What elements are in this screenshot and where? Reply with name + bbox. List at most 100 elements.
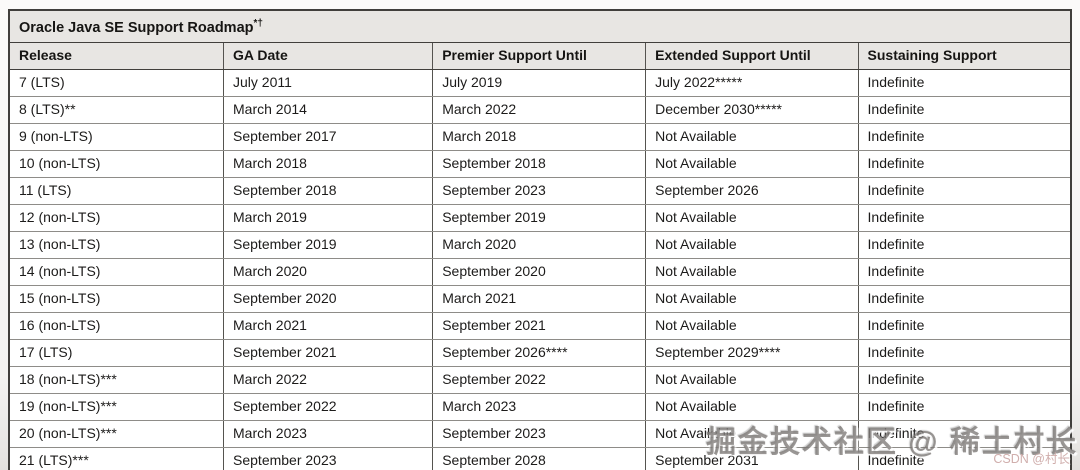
table-row: 7 (LTS) July 2011 July 2019 July 2022***** I… (8, 68, 1072, 97)
cell-extended-support-until: December 2030***** (645, 95, 859, 124)
cell-sustaining-support: Indefinite (857, 392, 1072, 421)
cell-release: 14 (non-LTS) (8, 257, 225, 286)
cell-ga-date: September 2022 (223, 392, 434, 421)
cell-premier-support-until: September 2028 (432, 446, 647, 470)
column-header-ga-date: GA Date (223, 41, 434, 70)
cell-ga-date: March 2019 (223, 203, 434, 232)
column-header-sustaining-support: Sustaining Support (857, 41, 1072, 70)
table-header-row: Release GA Date Premier Support Until Ex… (8, 41, 1072, 70)
cell-ga-date: March 2020 (223, 257, 434, 286)
table-row: 15 (non-LTS) September 2020 March 2021 Not … (8, 284, 1072, 313)
table-row: 19 (non-LTS)*** September 2022 March 2023 N… (8, 392, 1072, 421)
cell-release: 8 (LTS)** (8, 95, 225, 124)
cell-release: 15 (non-LTS) (8, 284, 225, 313)
table-row: 16 (non-LTS) March 2021 September 2021 Not … (8, 311, 1072, 340)
cell-extended-support-until: September 2026 (645, 176, 859, 205)
cell-premier-support-until: March 2022 (432, 95, 647, 124)
cell-ga-date: September 2023 (223, 446, 434, 470)
cell-sustaining-support: Indefinite (857, 419, 1072, 448)
cell-premier-support-until: September 2018 (432, 149, 647, 178)
table-row: 17 (LTS) September 2021 September 2026****… (8, 338, 1072, 367)
cell-extended-support-until: September 2029**** (645, 338, 859, 367)
cell-premier-support-until: July 2019 (432, 68, 647, 97)
cell-release: 11 (LTS) (8, 176, 225, 205)
cell-sustaining-support: Indefinite (857, 338, 1072, 367)
cell-sustaining-support: Indefinite (857, 230, 1072, 259)
table-title-row: Oracle Java SE Support Roadmap*† (8, 9, 1072, 43)
cell-premier-support-until: September 2020 (432, 257, 647, 286)
cell-extended-support-until: Not Available (645, 392, 859, 421)
cell-ga-date: September 2021 (223, 338, 434, 367)
cell-sustaining-support: Indefinite (857, 284, 1072, 313)
cell-ga-date: September 2019 (223, 230, 434, 259)
cell-premier-support-until: September 2022 (432, 365, 647, 394)
cell-premier-support-until: March 2021 (432, 284, 647, 313)
cell-release: 17 (LTS) (8, 338, 225, 367)
cell-premier-support-until: March 2018 (432, 122, 647, 151)
cell-premier-support-until: March 2020 (432, 230, 647, 259)
table-title-superscript: *† (253, 18, 263, 29)
cell-release: 18 (non-LTS)*** (8, 365, 225, 394)
cell-ga-date: September 2017 (223, 122, 434, 151)
cell-ga-date: March 2023 (223, 419, 434, 448)
cell-extended-support-until: Not Available (645, 230, 859, 259)
cell-extended-support-until: Not Available (645, 419, 859, 448)
column-header-release: Release (8, 41, 225, 70)
table-title-text: Oracle Java SE Support Roadmap (19, 19, 254, 36)
cell-extended-support-until: Not Available (645, 122, 859, 151)
cell-ga-date: July 2011 (223, 68, 434, 97)
cell-sustaining-support: Indefinite (857, 149, 1072, 178)
table-row: 14 (non-LTS) March 2020 September 2020 Not … (8, 257, 1072, 286)
table-row: 20 (non-LTS)*** March 2023 September 2023 N… (8, 419, 1072, 448)
cell-ga-date: March 2022 (223, 365, 434, 394)
table-title: Oracle Java SE Support Roadmap*† (8, 9, 1072, 43)
cell-sustaining-support: Indefinite (857, 95, 1072, 124)
cell-sustaining-support: Indefinite (857, 257, 1072, 286)
cell-sustaining-support: Indefinite (857, 203, 1072, 232)
cell-ga-date: March 2021 (223, 311, 434, 340)
cell-extended-support-until: Not Available (645, 149, 859, 178)
cell-release: 9 (non-LTS) (8, 122, 225, 151)
cell-ga-date: September 2018 (223, 176, 434, 205)
column-header-extended-support-until: Extended Support Until (645, 41, 859, 70)
cell-release: 19 (non-LTS)*** (8, 392, 225, 421)
cell-extended-support-until: September 2031 (645, 446, 859, 470)
cell-extended-support-until: Not Available (645, 365, 859, 394)
table-row: 8 (LTS)** March 2014 March 2022 December 20… (8, 95, 1072, 124)
table-row: 18 (non-LTS)*** March 2022 September 2022 N… (8, 365, 1072, 394)
cell-sustaining-support: Indefinite (857, 365, 1072, 394)
cell-sustaining-support: Indefinite (857, 311, 1072, 340)
cell-premier-support-until: September 2023 (432, 419, 647, 448)
cell-premier-support-until: September 2026**** (432, 338, 647, 367)
cell-premier-support-until: September 2023 (432, 176, 647, 205)
cell-release: 20 (non-LTS)*** (8, 419, 225, 448)
cell-sustaining-support: Indefinite (857, 446, 1072, 470)
cell-premier-support-until: September 2019 (432, 203, 647, 232)
cell-ga-date: September 2020 (223, 284, 434, 313)
table-row: 10 (non-LTS) March 2018 September 2018 Not … (8, 149, 1072, 178)
cell-release: 12 (non-LTS) (8, 203, 225, 232)
cell-sustaining-support: Indefinite (857, 122, 1072, 151)
cell-ga-date: March 2018 (223, 149, 434, 178)
table-body: 7 (LTS) July 2011 July 2019 July 2022***** I… (8, 68, 1072, 470)
cell-sustaining-support: Indefinite (857, 176, 1072, 205)
cell-extended-support-until: Not Available (645, 203, 859, 232)
cell-release: 7 (LTS) (8, 68, 225, 97)
cell-extended-support-until: July 2022***** (645, 68, 859, 97)
java-se-support-roadmap-table: Oracle Java SE Support Roadmap*† Release… (8, 9, 1072, 470)
cell-premier-support-until: March 2023 (432, 392, 647, 421)
cell-extended-support-until: Not Available (645, 284, 859, 313)
cell-release: 10 (non-LTS) (8, 149, 225, 178)
table-row: 13 (non-LTS) September 2019 March 2020 Not … (8, 230, 1072, 259)
cell-release: 13 (non-LTS) (8, 230, 225, 259)
cell-sustaining-support: Indefinite (857, 68, 1072, 97)
cell-extended-support-until: Not Available (645, 311, 859, 340)
cell-release: 16 (non-LTS) (8, 311, 225, 340)
cell-extended-support-until: Not Available (645, 257, 859, 286)
cell-premier-support-until: September 2021 (432, 311, 647, 340)
table-row: 9 (non-LTS) September 2017 March 2018 Not A… (8, 122, 1072, 151)
table-row: 12 (non-LTS) March 2019 September 2019 Not … (8, 203, 1072, 232)
cell-release: 21 (LTS)*** (8, 446, 225, 470)
table-row: 11 (LTS) September 2018 September 2023 Sept… (8, 176, 1072, 205)
column-header-premier-support-until: Premier Support Until (432, 41, 647, 70)
